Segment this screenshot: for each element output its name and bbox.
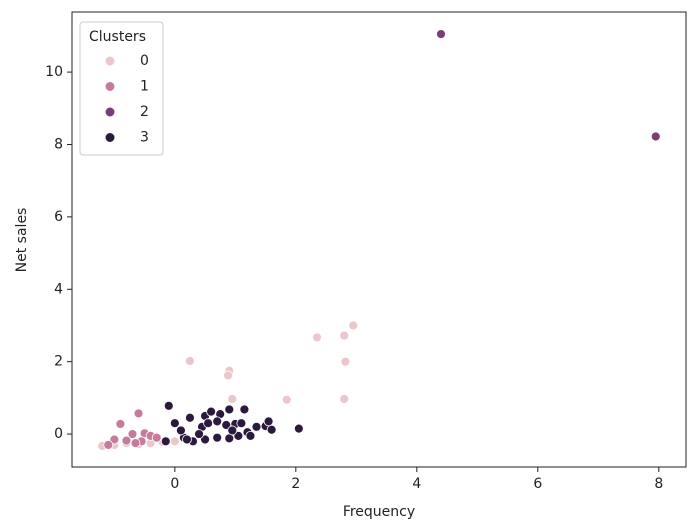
- point: [223, 370, 233, 381]
- point: [203, 418, 214, 429]
- point: [163, 400, 174, 411]
- point: [227, 394, 238, 404]
- x-tick-label: 8: [654, 476, 663, 492]
- point: [281, 394, 292, 405]
- point: [115, 419, 126, 429]
- point: [109, 434, 120, 445]
- point: [185, 412, 195, 423]
- point: [340, 356, 351, 367]
- point: [169, 436, 180, 447]
- point: [206, 406, 217, 417]
- legend-box: [79, 21, 164, 156]
- point: [251, 421, 262, 432]
- y-tick-label: 0: [54, 426, 63, 442]
- y-tick-label: 10: [45, 64, 63, 80]
- point: [436, 29, 446, 39]
- point: [127, 429, 138, 439]
- y-tick-label: 6: [54, 209, 63, 225]
- point: [130, 438, 141, 449]
- y-tick-label: 4: [54, 281, 63, 297]
- point: [200, 434, 210, 445]
- point: [227, 425, 238, 436]
- point: [212, 432, 223, 443]
- legend-marker: [104, 132, 116, 143]
- y-tick-label: 8: [54, 136, 63, 152]
- legend-title: Clusters: [89, 29, 146, 45]
- point: [245, 430, 256, 441]
- point: [266, 424, 277, 435]
- point: [263, 416, 274, 427]
- point: [169, 418, 180, 429]
- y-tick-label: 2: [54, 354, 63, 370]
- x-tick-label: 6: [533, 476, 542, 492]
- legend-label: 1: [140, 79, 149, 95]
- point: [185, 356, 195, 366]
- legend-marker: [104, 81, 116, 92]
- point: [133, 408, 144, 419]
- point: [121, 435, 132, 446]
- x-axis-label: Frequency: [343, 504, 415, 520]
- point: [194, 429, 204, 439]
- point: [312, 332, 322, 343]
- point: [103, 440, 114, 450]
- y-axis-label: Net sales: [14, 208, 30, 273]
- point: [151, 432, 162, 443]
- point: [233, 430, 244, 441]
- point: [650, 131, 661, 142]
- point: [182, 434, 192, 445]
- legend-label: 0: [140, 53, 149, 69]
- point: [239, 404, 250, 415]
- legend-marker: [104, 106, 116, 118]
- x-tick-label: 2: [291, 476, 300, 492]
- point: [348, 320, 359, 331]
- point: [160, 436, 171, 447]
- point: [236, 418, 247, 429]
- legend-label: 3: [140, 130, 149, 146]
- point: [212, 416, 223, 427]
- plot-frame: [71, 11, 687, 468]
- point: [175, 425, 186, 436]
- point: [339, 394, 350, 404]
- point: [339, 330, 350, 341]
- x-tick-label: 4: [412, 476, 421, 492]
- x-tick-label: 0: [170, 476, 179, 492]
- point: [224, 404, 235, 415]
- point: [293, 423, 304, 434]
- legend-label: 2: [140, 104, 149, 120]
- legend-marker: [104, 55, 116, 67]
